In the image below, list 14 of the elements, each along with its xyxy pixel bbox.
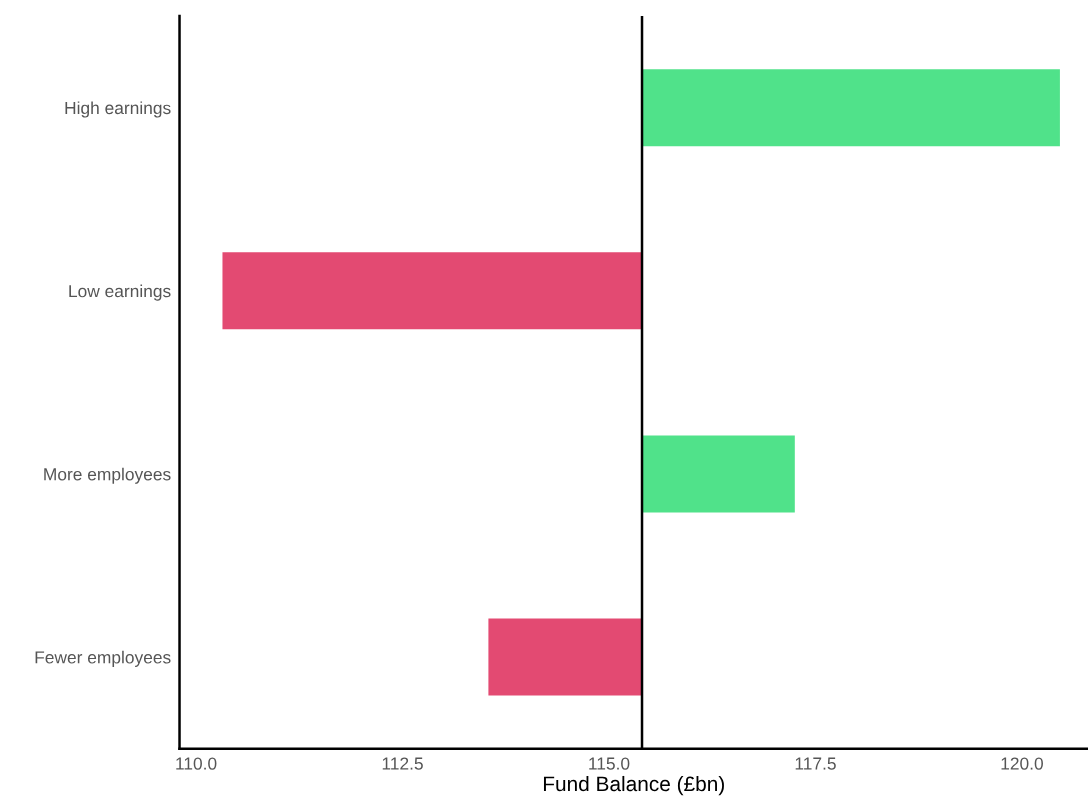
x-tick-label: 115.0	[589, 757, 630, 770]
bar	[642, 69, 1060, 147]
y-tick-label: Fewer employees	[35, 650, 171, 667]
x-axis-title: Fund Balance (£bn)	[543, 775, 724, 796]
bar	[642, 435, 795, 513]
x-tick-label: 120.0	[1001, 757, 1043, 770]
x-tick-label: 112.5	[382, 757, 423, 770]
bar	[222, 252, 643, 330]
y-tick-label: High earnings	[65, 101, 171, 118]
y-tick-label: More employees	[44, 467, 171, 484]
x-tick-label: 117.5	[795, 757, 836, 770]
bar	[488, 618, 643, 696]
y-tick-label: Low earnings	[69, 284, 171, 301]
x-tick-label: 110.0	[176, 757, 217, 770]
